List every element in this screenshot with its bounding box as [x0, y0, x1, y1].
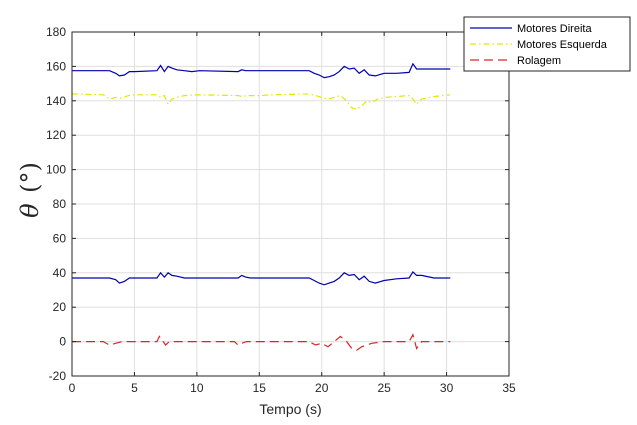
y-tick-label: 160: [46, 59, 66, 73]
series-line-0: [72, 62, 451, 79]
y-axis-unit: (°): [16, 162, 44, 193]
y-tick-label: 40: [53, 266, 67, 280]
x-tick-label: 5: [131, 381, 138, 395]
axis-ticks: 0 5 10 15 20 25 30 35-2002040608010012014016018…: [46, 25, 516, 395]
y-axis-symbol: θ: [16, 203, 44, 218]
y-tick-label: 0: [59, 335, 66, 349]
y-tick-label: 140: [46, 94, 66, 108]
y-tick-label: 80: [53, 197, 67, 211]
series-line-1: [71, 93, 451, 111]
svg-text:θ (°): θ (°): [16, 162, 44, 218]
x-tick-label: 30: [440, 381, 454, 395]
legend-label: Motores Direita: [517, 23, 592, 35]
x-tick-label: 35: [502, 381, 516, 395]
y-tick-label: 120: [46, 128, 66, 142]
y-tick-label: -20: [49, 369, 67, 383]
x-tick-label: 20: [315, 381, 329, 395]
y-tick-label: 20: [53, 300, 67, 314]
series-line-3: [72, 270, 451, 286]
x-tick-label: 10: [190, 381, 204, 395]
x-tick-label: 25: [377, 381, 391, 395]
y-tick-label: 180: [46, 25, 66, 39]
legend: Motores Direita Motores Esquerda Rolagem: [463, 16, 631, 72]
x-tick-label: 0: [69, 381, 76, 395]
legend-label: Motores Esquerda: [517, 39, 608, 51]
legend-box: [463, 16, 631, 72]
y-tick-label: 100: [46, 163, 66, 177]
x-axis-label: Tempo (s): [259, 401, 321, 417]
legend-label: Rolagem: [517, 55, 561, 67]
x-tick-label: 15: [253, 381, 267, 395]
grid-lines: [71, 31, 510, 377]
y-axis-label: θ (°): [16, 162, 44, 218]
plot-series: [71, 62, 451, 351]
series-line-2: [72, 333, 451, 351]
y-tick-label: 60: [53, 231, 67, 245]
